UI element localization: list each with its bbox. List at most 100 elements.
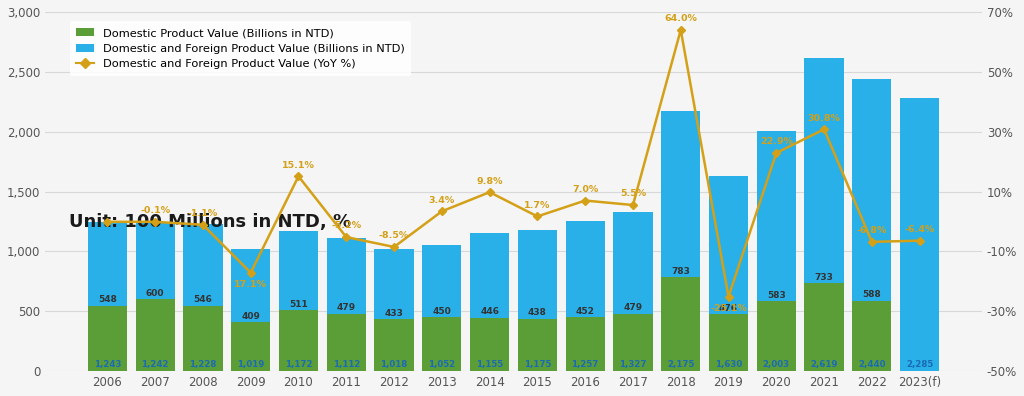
Bar [470, 233, 509, 371]
Text: 1,630: 1,630 [715, 360, 742, 369]
Bar [135, 299, 175, 371]
Bar [900, 97, 939, 371]
Bar [709, 314, 749, 371]
Domestic and Foreign Product Value (YoY %) [101, 219, 114, 224]
Text: -1.1%: -1.1% [187, 209, 218, 218]
Domestic and Foreign Product Value (YoY %) [579, 198, 591, 203]
Text: 7.0%: 7.0% [572, 185, 598, 194]
Domestic and Foreign Product Value (YoY %) [913, 238, 926, 243]
Bar [88, 222, 127, 371]
Text: 2,175: 2,175 [667, 360, 694, 369]
Text: 22.9%: 22.9% [760, 137, 793, 147]
Bar [518, 319, 557, 371]
Text: -8.5%: -8.5% [379, 231, 410, 240]
Text: 1,243: 1,243 [93, 360, 121, 369]
Domestic and Foreign Product Value (YoY %) [148, 219, 161, 224]
Text: 9.8%: 9.8% [476, 177, 503, 186]
Bar [757, 131, 796, 371]
Text: 733: 733 [815, 273, 834, 282]
Bar [470, 318, 509, 371]
Text: 2,285: 2,285 [906, 360, 933, 369]
Domestic and Foreign Product Value (YoY %) [722, 294, 734, 299]
Bar [422, 245, 462, 371]
Bar [565, 221, 605, 371]
Domestic and Foreign Product Value (YoY %) [197, 223, 209, 227]
Bar [662, 111, 700, 371]
Text: 3.4%: 3.4% [429, 196, 455, 205]
Text: 17.1%: 17.1% [234, 280, 267, 289]
Text: 1,242: 1,242 [141, 360, 169, 369]
Text: 30.8%: 30.8% [808, 114, 841, 123]
Domestic and Foreign Product Value (YoY %) [770, 150, 782, 155]
Text: 548: 548 [98, 295, 117, 304]
Text: 583: 583 [767, 291, 785, 300]
Domestic and Foreign Product Value (YoY %) [531, 214, 544, 219]
Text: Unit: 100 Millions in NTD, %: Unit: 100 Millions in NTD, % [69, 213, 351, 231]
Bar [852, 301, 892, 371]
Bar [852, 79, 892, 371]
Domestic and Foreign Product Value (YoY %) [483, 190, 496, 194]
Text: 2,440: 2,440 [858, 360, 886, 369]
Domestic and Foreign Product Value (YoY %) [292, 174, 304, 179]
Legend: Domestic Product Value (Billions in NTD), Domestic and Foreign Product Value (Bi: Domestic Product Value (Billions in NTD)… [70, 21, 412, 76]
Bar [805, 284, 844, 371]
Domestic and Foreign Product Value (YoY %) [388, 245, 400, 249]
Text: -6.4%: -6.4% [904, 225, 935, 234]
Text: 2,619: 2,619 [810, 360, 838, 369]
Domestic and Foreign Product Value (YoY %) [818, 127, 830, 132]
Text: 1,112: 1,112 [333, 360, 360, 369]
Bar [375, 319, 414, 371]
Bar [327, 238, 366, 371]
Text: 476: 476 [719, 304, 738, 313]
Bar [613, 314, 652, 371]
Text: 1,155: 1,155 [476, 360, 503, 369]
Domestic and Foreign Product Value (YoY %) [340, 235, 352, 240]
Text: -0.1%: -0.1% [140, 206, 170, 215]
Text: 1,175: 1,175 [523, 360, 551, 369]
Text: 446: 446 [480, 307, 499, 316]
Text: 5.5%: 5.5% [620, 189, 646, 198]
Text: 2,003: 2,003 [763, 360, 790, 369]
Bar [279, 310, 318, 371]
Text: 546: 546 [194, 295, 212, 305]
Text: 479: 479 [337, 303, 355, 312]
Text: 433: 433 [385, 309, 403, 318]
Text: 600: 600 [145, 289, 165, 298]
Bar [518, 230, 557, 371]
Domestic and Foreign Product Value (YoY %) [865, 240, 878, 244]
Bar [375, 249, 414, 371]
Text: 1,019: 1,019 [238, 360, 264, 369]
Text: 1,327: 1,327 [620, 360, 647, 369]
Text: 1,257: 1,257 [571, 360, 599, 369]
Line: Domestic and Foreign Product Value (YoY %): Domestic and Foreign Product Value (YoY … [104, 27, 923, 300]
Text: 1.7%: 1.7% [524, 201, 551, 210]
Text: 438: 438 [528, 308, 547, 317]
Text: 409: 409 [242, 312, 260, 321]
Bar [279, 231, 318, 371]
Bar [183, 306, 222, 371]
Bar [757, 301, 796, 371]
Bar [183, 224, 222, 371]
Text: 452: 452 [575, 307, 595, 316]
Text: 479: 479 [624, 303, 642, 312]
Text: 588: 588 [862, 290, 882, 299]
Text: 783: 783 [672, 267, 690, 276]
Text: 450: 450 [432, 307, 452, 316]
Bar [327, 314, 366, 371]
Bar [231, 249, 270, 371]
Text: 1,228: 1,228 [189, 360, 217, 369]
Text: 1,018: 1,018 [381, 360, 408, 369]
Text: 15.1%: 15.1% [282, 161, 315, 170]
Bar [422, 317, 462, 371]
Bar [231, 322, 270, 371]
Text: -6.8%: -6.8% [857, 226, 887, 235]
Bar [135, 223, 175, 371]
Domestic and Foreign Product Value (YoY %) [435, 209, 447, 214]
Bar [709, 176, 749, 371]
Bar [662, 278, 700, 371]
Domestic and Foreign Product Value (YoY %) [675, 28, 687, 32]
Domestic and Foreign Product Value (YoY %) [627, 203, 639, 208]
Bar [805, 57, 844, 371]
Bar [613, 212, 652, 371]
Text: -5.2%: -5.2% [331, 221, 361, 230]
